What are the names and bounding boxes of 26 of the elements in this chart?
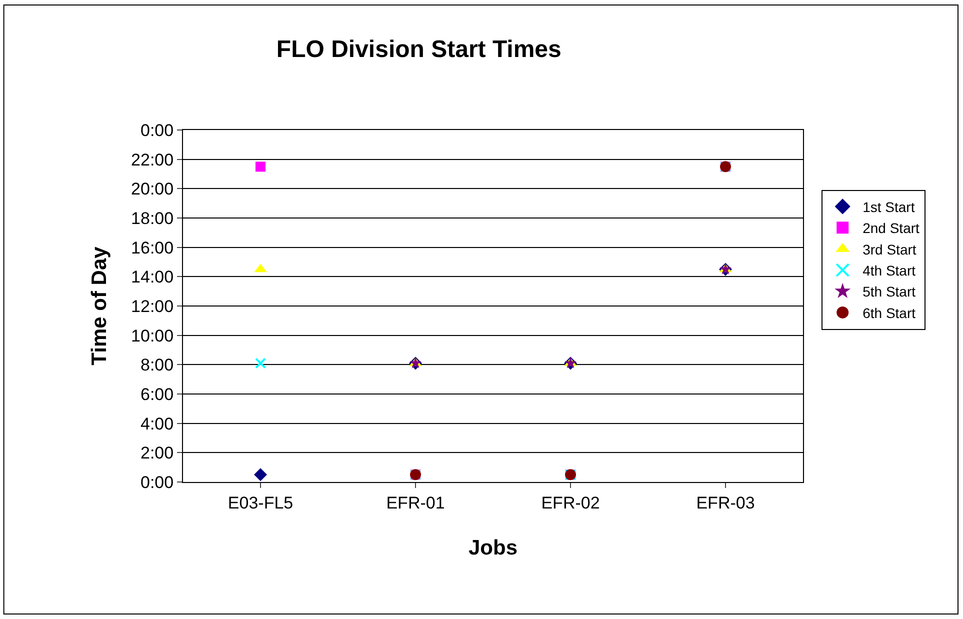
legend-label: 6th Start — [862, 304, 916, 321]
legend-label: 3rd Start — [862, 241, 916, 258]
x-tick-label: EFR-02 — [541, 493, 600, 512]
y-tick-label: 18:00 — [131, 208, 174, 228]
y-tick-label: 22:00 — [131, 150, 174, 170]
y-tick-label: 20:00 — [131, 180, 174, 199]
y-tick-label: 2:00 — [140, 444, 174, 463]
y-tick-label: 0:00 — [140, 472, 174, 492]
y-tick-label: 0:00 — [140, 120, 174, 140]
y-axis-title: Time of Day — [88, 246, 112, 366]
x-tick-label: E03-FL5 — [228, 493, 294, 512]
y-tick-label: 8:00 — [140, 356, 174, 375]
x-axis-title: Jobs — [468, 536, 518, 560]
x-tick-label: EFR-01 — [386, 493, 445, 512]
chart-title: FLO Division Start Times — [276, 36, 562, 64]
legend-label: 2nd Start — [862, 220, 920, 236]
y-tick-label: 14:00 — [131, 268, 174, 287]
legend-label: 5th Start — [862, 284, 916, 300]
x-tick-label: EFR-03 — [696, 493, 755, 512]
legend-label: 4th Start — [862, 262, 916, 278]
y-tick-label: 4:00 — [140, 414, 174, 434]
legend-label: 1st Start — [862, 198, 915, 215]
y-tick-label: 6:00 — [140, 384, 174, 404]
y-tick-label: 16:00 — [131, 238, 174, 258]
y-tick-label: 10:00 — [131, 326, 174, 346]
y-tick-label: 12:00 — [131, 296, 174, 316]
